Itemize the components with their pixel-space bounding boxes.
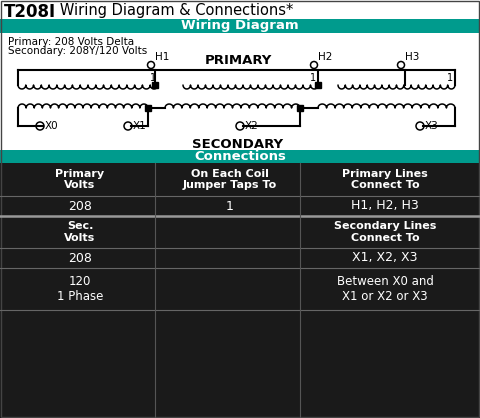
Text: 208: 208 bbox=[68, 199, 92, 212]
Text: 1: 1 bbox=[226, 199, 234, 212]
Text: Primary Lines
Connect To: Primary Lines Connect To bbox=[342, 169, 428, 190]
Text: Between X0 and
X1 or X2 or X3: Between X0 and X1 or X2 or X3 bbox=[336, 275, 433, 303]
Text: 1: 1 bbox=[447, 73, 453, 83]
Text: X1: X1 bbox=[133, 121, 147, 131]
Text: 120
1 Phase: 120 1 Phase bbox=[57, 275, 103, 303]
Text: Secondary Lines
Connect To: Secondary Lines Connect To bbox=[334, 221, 436, 243]
Text: 208: 208 bbox=[68, 252, 92, 265]
Text: PRIMARY: PRIMARY bbox=[204, 54, 272, 67]
Text: H1, H2, H3: H1, H2, H3 bbox=[351, 199, 419, 212]
Text: Connections: Connections bbox=[194, 150, 286, 163]
Text: Primary
Volts: Primary Volts bbox=[55, 169, 105, 190]
Text: Wiring Diagram & Connections*: Wiring Diagram & Connections* bbox=[46, 3, 293, 18]
Text: SECONDARY: SECONDARY bbox=[192, 138, 284, 151]
Text: H1: H1 bbox=[155, 52, 169, 62]
Text: X3: X3 bbox=[425, 121, 439, 131]
Text: Wiring Diagram: Wiring Diagram bbox=[181, 20, 299, 33]
Text: Primary: 208 Volts Delta: Primary: 208 Volts Delta bbox=[8, 37, 134, 47]
Text: H3: H3 bbox=[405, 52, 420, 62]
Bar bbox=[0, 19, 480, 33]
Text: 1: 1 bbox=[310, 73, 316, 83]
Text: Secondary: 208Y/120 Volts: Secondary: 208Y/120 Volts bbox=[8, 46, 147, 56]
Text: X2: X2 bbox=[245, 121, 259, 131]
Text: T208I: T208I bbox=[4, 3, 56, 21]
Text: On Each Coil
Jumper Taps To: On Each Coil Jumper Taps To bbox=[183, 169, 277, 190]
Bar bbox=[0, 150, 480, 163]
Text: Sec.
Volts: Sec. Volts bbox=[64, 221, 96, 243]
Text: 1: 1 bbox=[150, 73, 156, 83]
Text: H2: H2 bbox=[318, 52, 332, 62]
Bar bbox=[0, 163, 480, 418]
Text: X0: X0 bbox=[45, 121, 59, 131]
Text: X1, X2, X3: X1, X2, X3 bbox=[352, 252, 418, 265]
